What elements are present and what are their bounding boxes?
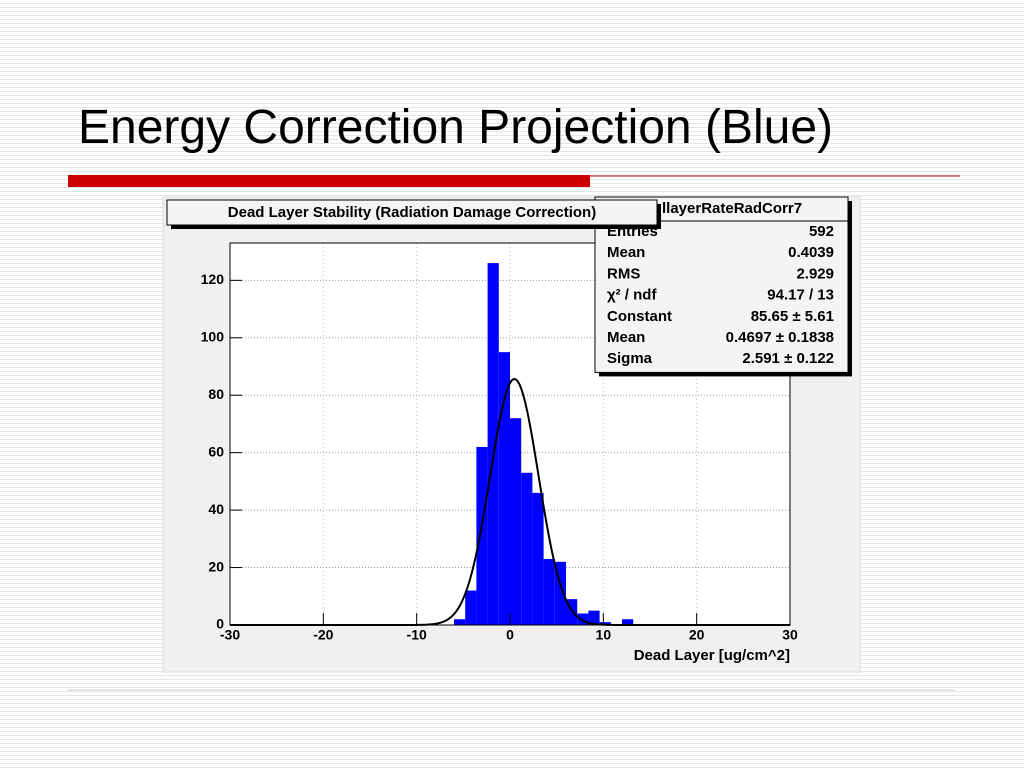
- histogram-bar: [465, 590, 477, 625]
- y-tick-label: 80: [208, 386, 224, 402]
- slide-title: Energy Correction Projection (Blue): [78, 101, 833, 154]
- x-tick-label: -20: [313, 627, 333, 643]
- x-tick-label: 20: [689, 627, 705, 643]
- stats-name: RMS: [607, 265, 640, 282]
- y-tick-label: 0: [216, 616, 224, 632]
- histogram-bar: [577, 613, 589, 625]
- stats-name: Constant: [607, 308, 672, 325]
- y-tick-label: 20: [208, 558, 224, 574]
- chart-title: Dead Layer Stability (Radiation Damage C…: [228, 204, 596, 221]
- stats-value: 0.4697 ± 0.1838: [726, 329, 834, 346]
- histogram-bar: [566, 599, 578, 625]
- x-tick-label: -10: [407, 627, 427, 643]
- stats-title: llayerRateRadCorr7: [662, 200, 802, 217]
- chart-title-box: [166, 199, 658, 226]
- histogram-bar: [498, 352, 510, 625]
- histogram-bar: [588, 610, 600, 625]
- x-tick-label: 10: [596, 627, 612, 643]
- title-underline: [68, 175, 590, 187]
- x-tick-label: 0: [506, 627, 514, 643]
- histogram-bar: [510, 418, 522, 625]
- y-tick-label: 40: [208, 501, 224, 517]
- x-axis-label: Dead Layer [ug/cm^2]: [634, 647, 790, 664]
- histogram-bar: [554, 561, 566, 625]
- stats-value: 2.591 ± 0.122: [742, 350, 834, 367]
- histogram-bar: [532, 492, 544, 625]
- histogram-bar: [476, 446, 488, 625]
- histogram-bar: [599, 622, 611, 625]
- histogram-bar: [521, 472, 533, 625]
- y-tick-label: 100: [201, 328, 225, 344]
- stats-value: 94.17 / 13: [767, 287, 834, 304]
- stats-name: Mean: [607, 244, 645, 261]
- stats-name: Sigma: [607, 350, 653, 367]
- stats-value: 85.65 ± 5.61: [751, 308, 834, 325]
- y-tick-label: 120: [201, 271, 225, 287]
- y-tick-label: 60: [208, 443, 224, 459]
- stats-value: 592: [809, 223, 834, 240]
- x-tick-label: 30: [782, 627, 798, 643]
- histogram-bar: [454, 619, 466, 625]
- stats-name: χ² / ndf: [607, 287, 657, 304]
- histogram-bar: [487, 263, 499, 625]
- x-tick-label: -30: [220, 627, 240, 643]
- histogram-bar: [622, 619, 634, 625]
- histogram-bar: [543, 558, 555, 625]
- stats-value: 0.4039: [788, 244, 834, 261]
- stats-value: 2.929: [796, 265, 834, 282]
- stats-name: Mean: [607, 329, 645, 346]
